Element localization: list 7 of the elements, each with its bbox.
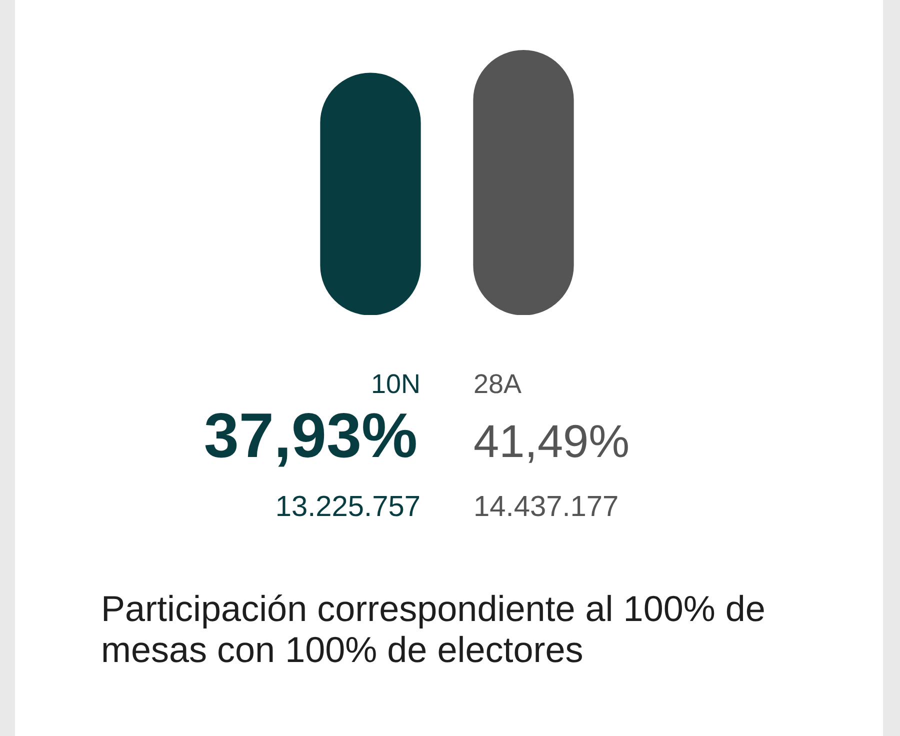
data-label: 37,93%: [204, 401, 418, 471]
x-tick-label: 10N: [370, 369, 420, 399]
text: 14.437.177: [474, 491, 619, 523]
text: Participación correspondiente al 100% de mesas con 100% de electores: [101, 588, 766, 670]
text: 13.225.757: [275, 491, 420, 523]
x-tick-label: 28A: [474, 369, 522, 399]
data-label: 41,49%: [474, 415, 630, 467]
